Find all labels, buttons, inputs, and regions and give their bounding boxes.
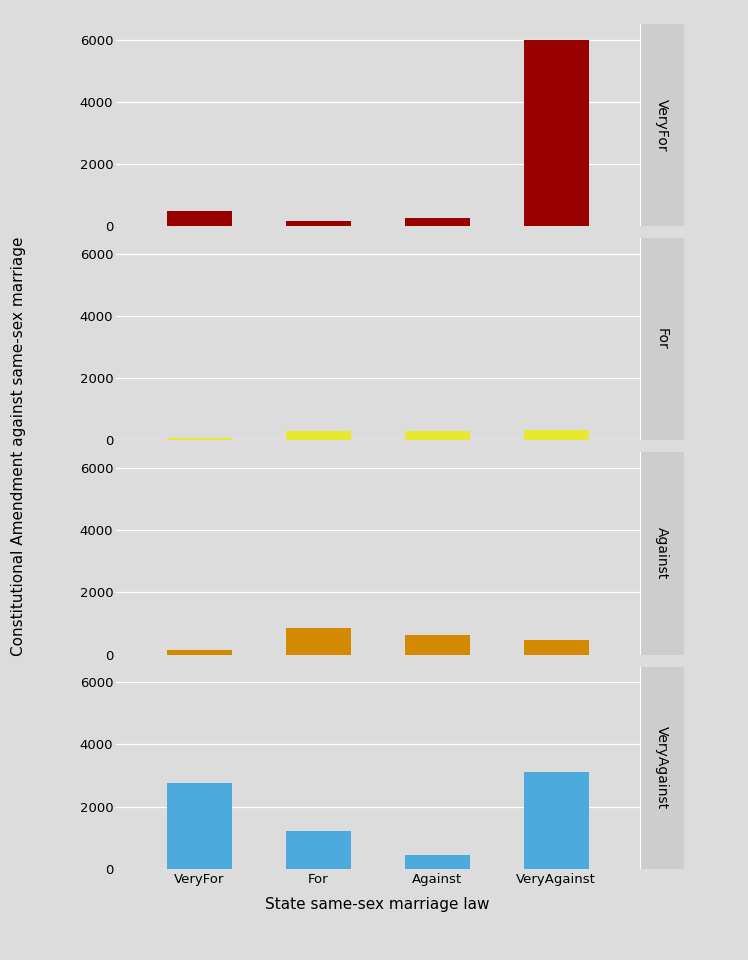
- Bar: [286, 222, 351, 227]
- X-axis label: State same-sex marriage law: State same-sex marriage law: [266, 897, 490, 912]
- Bar: [524, 639, 589, 655]
- Bar: [286, 831, 351, 869]
- Bar: [524, 430, 589, 441]
- Bar: [167, 650, 232, 655]
- Bar: [167, 210, 232, 227]
- Bar: [167, 438, 232, 441]
- Bar: [524, 773, 589, 869]
- Bar: [405, 431, 470, 441]
- Bar: [167, 783, 232, 869]
- Bar: [405, 636, 470, 655]
- Bar: [405, 854, 470, 869]
- Bar: [405, 218, 470, 227]
- Text: Constitutional Amendment against same-sex marriage: Constitutional Amendment against same-se…: [11, 237, 26, 656]
- Bar: [286, 628, 351, 655]
- Bar: [286, 431, 351, 441]
- Bar: [524, 39, 589, 227]
